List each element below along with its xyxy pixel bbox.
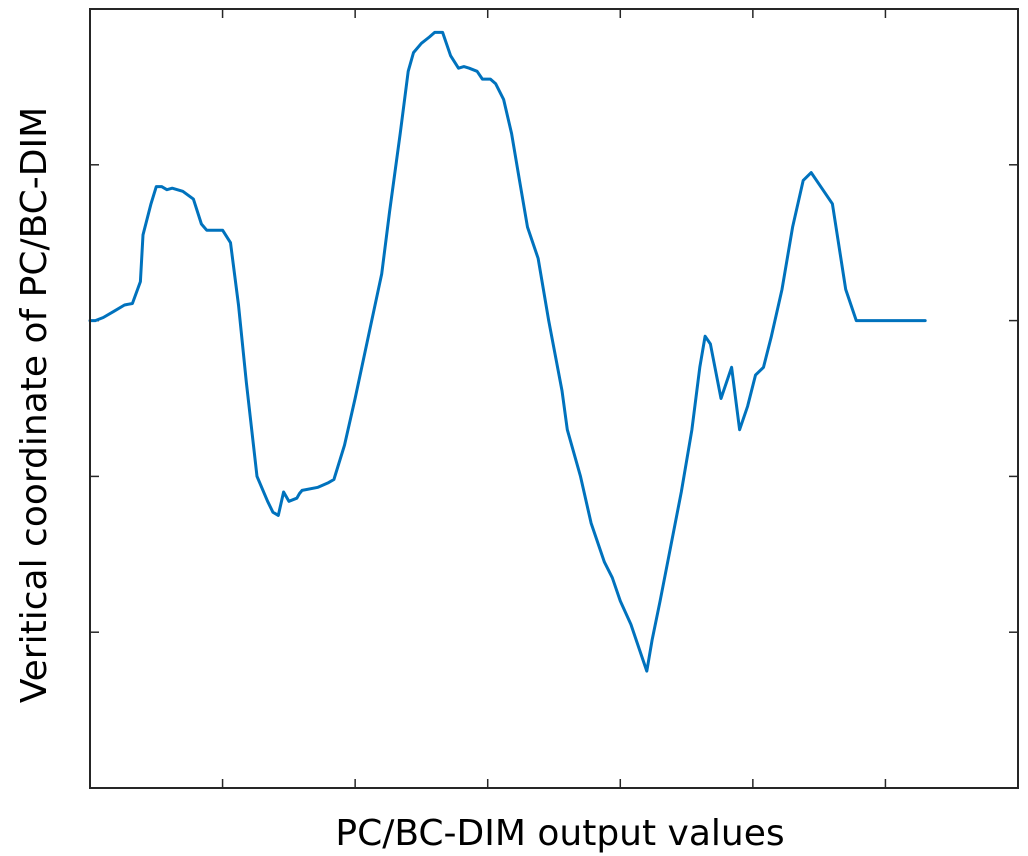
plot-frame	[89, 8, 1019, 789]
y-axis-title: Veritical coordinate of PC/BC-DIM	[14, 107, 55, 703]
x-axis-title: PC/BC-DIM output values	[335, 813, 784, 854]
series-line	[88, 30, 927, 673]
x-axis-ticks	[89, 9, 887, 788]
plot-background	[90, 9, 1018, 788]
